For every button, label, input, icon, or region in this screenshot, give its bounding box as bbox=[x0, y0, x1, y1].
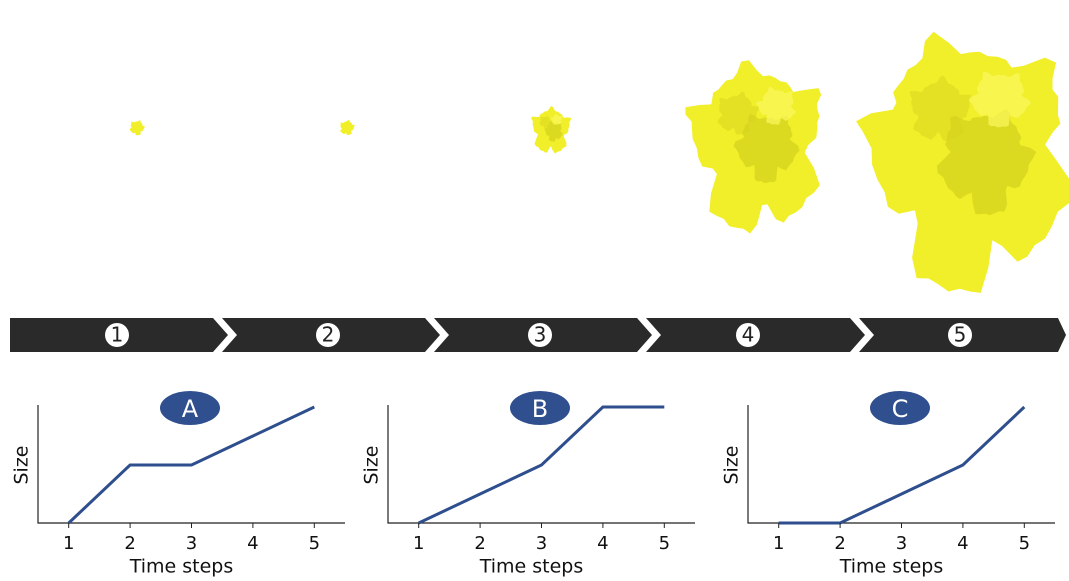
step-label: 1 bbox=[111, 323, 124, 347]
x-tick-label: 2 bbox=[124, 533, 135, 554]
x-tick-label: 3 bbox=[186, 533, 197, 554]
x-tick-label: 5 bbox=[309, 533, 320, 554]
blobs bbox=[130, 32, 1069, 293]
step-label: 2 bbox=[322, 323, 335, 347]
step-label: 4 bbox=[742, 323, 755, 347]
blob bbox=[130, 120, 145, 135]
x-tick-label: 1 bbox=[413, 533, 424, 554]
x-axis-label: Time steps bbox=[839, 556, 944, 578]
x-axis-label: Time steps bbox=[129, 556, 234, 578]
x-tick-label: 4 bbox=[957, 533, 968, 554]
x-tick-label: 1 bbox=[63, 533, 74, 554]
blob bbox=[340, 120, 355, 135]
charts: 1 2 3 4 5 Time steps Size A 1 2 3 4 5 Time steps Size B… bbox=[11, 391, 1056, 578]
x-tick-label: 5 bbox=[659, 533, 670, 554]
chart-title: C bbox=[892, 395, 909, 423]
x-tick-label: 3 bbox=[896, 533, 907, 554]
chart-title: A bbox=[182, 395, 199, 423]
x-tick-label: 1 bbox=[773, 533, 784, 554]
x-tick-label: 3 bbox=[536, 533, 547, 554]
y-axis-label: Size bbox=[361, 445, 383, 484]
y-axis-label: Size bbox=[11, 445, 33, 484]
x-tick-label: 2 bbox=[834, 533, 845, 554]
x-tick-label: 2 bbox=[474, 533, 485, 554]
x-tick-label: 4 bbox=[247, 533, 258, 554]
step-label: 3 bbox=[534, 323, 547, 347]
step-label: 5 bbox=[954, 323, 967, 347]
page: 1 2 3 4 5 1 2 3 4 5 Time steps Size A 1 2 3 4 5 Time step… bbox=[0, 0, 1069, 581]
y-axis-label: Size bbox=[721, 445, 743, 484]
x-axis-label: Time steps bbox=[479, 556, 584, 578]
x-tick-label: 4 bbox=[597, 533, 608, 554]
figure: 1 2 3 4 5 1 2 3 4 5 Time steps Size A 1 2 3 4 5 Time step… bbox=[0, 0, 1069, 581]
chart-title: B bbox=[532, 395, 548, 423]
x-tick-label: 5 bbox=[1019, 533, 1030, 554]
